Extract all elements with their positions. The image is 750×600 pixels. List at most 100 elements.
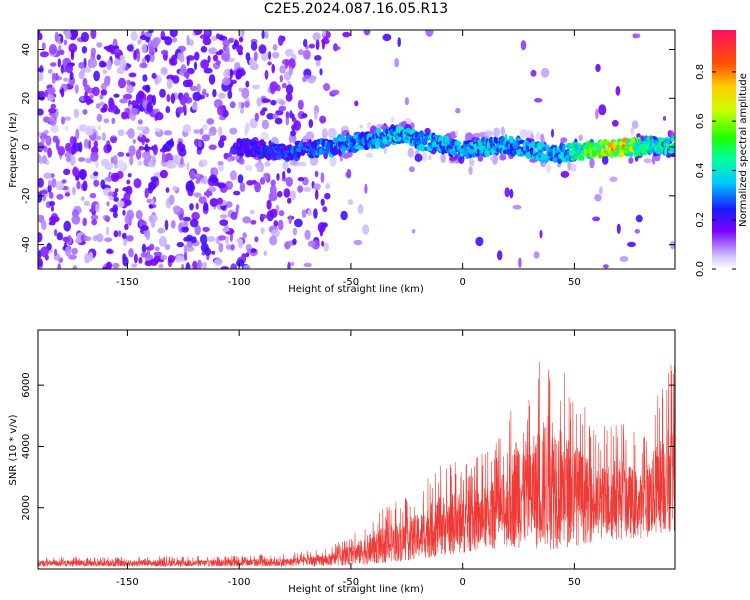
spectrogram-cell [119, 54, 126, 61]
spectrogram-cell [158, 264, 164, 268]
spectrogram-ridge-cell [655, 149, 663, 155]
spectrogram-cell [103, 118, 110, 124]
spectrogram-cell [45, 135, 52, 146]
spectrogram-cell [152, 144, 158, 156]
spectrogram-cell [199, 34, 209, 40]
spectrogram-cell [182, 124, 192, 133]
spectrogram-cell [100, 107, 107, 113]
spectrogram-cell [567, 160, 572, 171]
spectrogram-cell [85, 128, 94, 136]
spectrogram-cell [72, 186, 76, 196]
spectrogram-cell [106, 248, 113, 254]
spectrogram-cell [165, 187, 170, 193]
spectrogram-cell [183, 251, 188, 261]
spectrogram-cell [192, 91, 202, 102]
spectrogram-cell [228, 37, 234, 44]
spectrogram-cell [570, 163, 577, 172]
spectrogram-cell [239, 182, 246, 193]
spectrogram-cell [63, 168, 71, 175]
x-tick-label: 0 [459, 577, 465, 588]
spectrogram-cell [256, 165, 262, 173]
spectrogram-cell [218, 235, 226, 241]
spectrogram-cell [78, 62, 85, 69]
spectrogram-cell [126, 235, 134, 242]
spectrogram-cell [204, 30, 210, 36]
spectrogram-cell [325, 183, 331, 190]
spectrogram-cell [320, 198, 325, 206]
spectrogram-cell [153, 251, 163, 256]
spectrogram-cell [112, 211, 118, 219]
spectrogram-cell [82, 109, 88, 115]
spectrogram-cell [76, 181, 81, 190]
spectrogram-cell [324, 192, 331, 200]
spectrogram-cell [43, 116, 51, 123]
spectrogram-cell [38, 30, 41, 35]
spectrogram-cell [312, 32, 321, 41]
spectrogram-cell [141, 243, 147, 254]
spectrogram-cell [57, 58, 61, 68]
spectrogram-cell [304, 229, 311, 240]
spectrogram-cell [113, 93, 120, 98]
spectrogram-cell [78, 169, 87, 180]
spectrogram-cell [152, 94, 156, 106]
spectrogram-cell [60, 37, 64, 43]
spectrogram-cell [519, 128, 528, 138]
spectrogram-cell [144, 138, 150, 143]
spectrogram-cell [277, 35, 284, 46]
spectrogram-cell [110, 172, 120, 182]
spectrogram-cell [269, 208, 278, 218]
spectrogram-cell [90, 214, 99, 221]
spectrogram-cell [202, 226, 210, 233]
spectrogram-cell [47, 147, 52, 158]
spectrogram-ridge-cell [244, 137, 250, 145]
spectrogram-cell [206, 236, 216, 242]
spectrogram-cell [64, 192, 71, 197]
spectrogram-cell [305, 131, 315, 141]
spectrogram-cell [72, 265, 78, 269]
spectrogram-cell [428, 154, 432, 161]
spectrogram-cell [292, 238, 297, 245]
spectrogram-cell [267, 61, 272, 66]
spectrogram-cell [271, 63, 276, 74]
spectrogram-cell [100, 89, 108, 96]
spectrogram-ridge-cell [389, 133, 393, 142]
spectrogram-cell [270, 179, 276, 187]
spectrogram-cell [186, 162, 190, 171]
spectrogram-cell [38, 177, 44, 188]
spectrogram-cell [164, 219, 169, 231]
spectrogram-ridge-cell [338, 148, 342, 156]
spectrogram-cell [533, 251, 540, 259]
spectrogram-cell [209, 174, 218, 184]
spectrogram-cell [164, 141, 172, 152]
spectrogram-cell [285, 111, 290, 120]
colorbar-ticks: 0.0 0.2 0.4 0.6 0.8 [695, 64, 736, 277]
spectrogram-cell [227, 90, 233, 99]
spectrogram-cell [218, 92, 226, 99]
spectrogram-cell [136, 126, 146, 131]
spectrogram-cell [191, 212, 200, 221]
spectrogram-ridge-cell [672, 142, 675, 146]
spectrogram-cell [207, 186, 217, 193]
spectrogram-cell [285, 117, 290, 126]
spectrogram-cell [69, 136, 75, 146]
spectrogram-cell [234, 155, 240, 160]
spectrogram-cell [112, 262, 120, 269]
spectrogram-cell [319, 68, 323, 76]
spectrogram-cell [128, 145, 136, 157]
spectrogram-cell [172, 75, 180, 84]
spectrogram-cell [185, 180, 195, 192]
spectrogram-cell [83, 138, 89, 149]
spectrogram-cell [327, 127, 337, 139]
spectrogram-cell [279, 100, 286, 106]
spectrogram-cell [282, 171, 286, 179]
spectrogram-y-axis: -40 -20 0 20 40 [21, 43, 675, 253]
spectrogram-cell [237, 174, 244, 184]
spectrogram-cell [440, 152, 444, 163]
spectrogram-cell [594, 194, 602, 202]
spectrogram-cell [271, 229, 280, 238]
spectrogram-cell [354, 100, 359, 107]
spectrogram-cell [43, 130, 49, 135]
spectrogram-cell [89, 192, 97, 199]
spectrogram-cell [159, 148, 166, 153]
